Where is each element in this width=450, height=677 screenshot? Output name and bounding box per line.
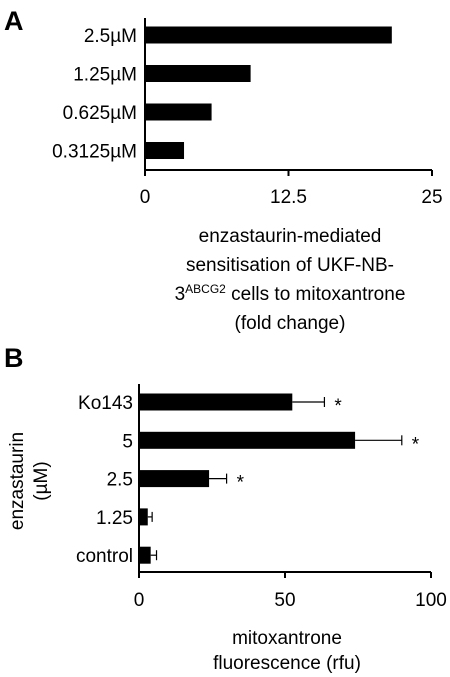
bar-b-0 <box>139 393 293 411</box>
panel-b-xlabel-line-2: fluorescence (rfu) <box>213 653 361 674</box>
significance-star-b-0: * <box>334 396 342 417</box>
category-label-b-4: control <box>76 546 133 567</box>
panel-a-xlabel-superscript: ABCG2 <box>185 282 226 296</box>
category-label-a-3: 0.3125µM <box>52 142 137 163</box>
x-tick-label-a-2: 25 <box>421 187 442 208</box>
panel-a-letter: A <box>4 6 24 36</box>
category-label-a-0: 2.5µM <box>84 26 137 47</box>
significance-star-b-2: * <box>237 473 245 494</box>
panel-a-xlabel-line-1: enzastaurin-mediated <box>199 226 382 247</box>
bar-a-3 <box>145 142 185 159</box>
category-label-b-0: Ko143 <box>78 393 133 414</box>
category-label-a-2: 0.625µM <box>63 103 137 124</box>
panel-a: A 2.5µM 1.25µM 0.625µM 0.3125µM 0 12.5 25 enz… <box>4 6 443 334</box>
bar-a-0 <box>145 26 392 44</box>
significance-star-b-1: * <box>412 434 420 455</box>
panel-a-xlabel-line-4: (fold change) <box>235 313 346 334</box>
panel-a-category-labels: 2.5µM 1.25µM 0.625µM 0.3125µM <box>52 26 137 163</box>
panel-b-significance-markers: * * * <box>237 396 420 494</box>
category-label-b-1: 5 <box>122 431 133 452</box>
x-tick-label-a-0: 0 <box>140 187 151 208</box>
panel-a-bars <box>145 26 392 159</box>
bar-b-1 <box>139 431 356 449</box>
panel-b-x-axis-title: mitoxantrone fluorescence (rfu) <box>213 628 361 674</box>
panel-a-xlabel-remainder: cells to mitoxantrone <box>226 284 406 305</box>
x-tick-label-b-0: 0 <box>134 590 145 611</box>
panel-b-error-bars <box>147 397 403 561</box>
panel-b-y-axis-title: enzastaurin (µM) <box>7 432 52 530</box>
x-tick-label-b-2: 100 <box>415 590 447 611</box>
category-label-b-2: 2.5 <box>107 470 133 491</box>
panel-b-category-labels: Ko143 5 2.5 1.25 control <box>76 393 133 567</box>
bar-b-2 <box>139 470 210 488</box>
bar-b-3 <box>139 508 148 526</box>
panel-a-x-ticks: 0 12.5 25 <box>140 170 443 208</box>
x-tick-label-b-1: 50 <box>274 590 295 611</box>
panel-b-xlabel-line-1: mitoxantrone <box>232 628 342 649</box>
bar-a-1 <box>145 65 251 82</box>
panel-a-x-axis-title: enzastaurin-mediated sensitisation of UK… <box>175 226 406 334</box>
panel-b-x-ticks: 0 50 100 <box>134 572 447 611</box>
category-label-a-1: 1.25µM <box>73 65 137 86</box>
bar-b-4 <box>139 546 151 564</box>
category-label-b-3: 1.25 <box>96 508 133 529</box>
bar-a-2 <box>145 103 212 121</box>
panel-b-letter: B <box>4 343 24 373</box>
x-tick-label-a-1: 12.5 <box>270 187 307 208</box>
panel-b-bars <box>139 393 356 564</box>
panel-a-xlabel-number: 3 <box>175 284 186 305</box>
panel-b: B enzastaurin (µM) Ko14352.51.25control … <box>4 343 447 674</box>
panel-b-ylabel-line-1: enzastaurin <box>7 432 28 530</box>
panel-a-xlabel-line-2: sensitisation of UKF-NB- <box>186 255 394 276</box>
panel-a-xlabel-line-3: 3ABCG2 cells to mitoxantrone <box>175 282 406 305</box>
panel-b-ylabel-line-2: (µM) <box>31 461 52 500</box>
